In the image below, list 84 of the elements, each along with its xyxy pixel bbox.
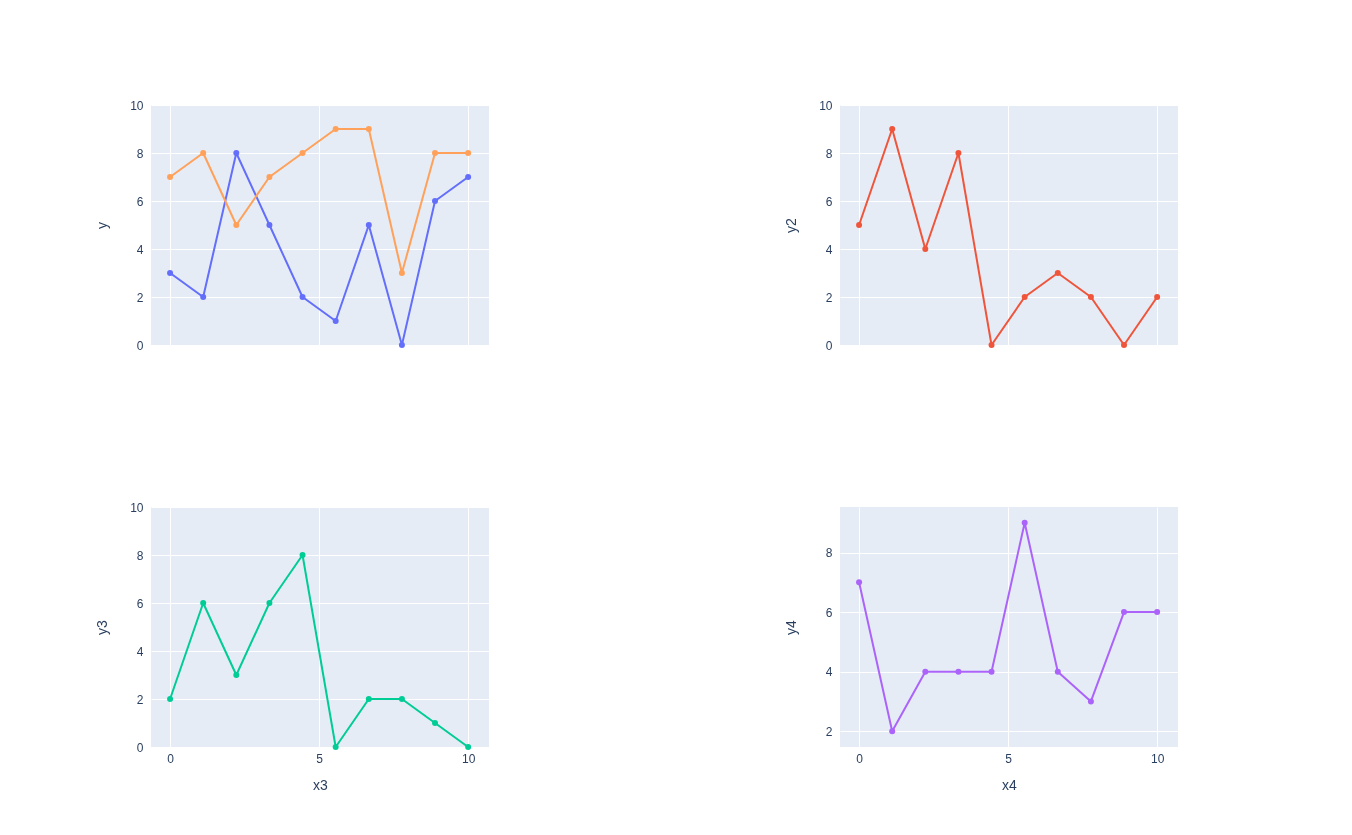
point	[167, 174, 174, 180]
point	[889, 728, 896, 735]
point	[1021, 294, 1028, 300]
y-tick-label: 4	[136, 644, 144, 659]
point	[299, 552, 306, 558]
point	[889, 126, 896, 132]
y-tick-label: 6	[136, 194, 144, 209]
point	[266, 222, 273, 228]
point	[167, 270, 174, 276]
point	[365, 222, 372, 228]
point	[955, 150, 962, 156]
point	[398, 696, 405, 702]
y-tick-label: 10	[130, 98, 144, 113]
y-tick-label: 0	[136, 740, 144, 755]
y-tick-label: 2	[825, 724, 833, 739]
point	[233, 672, 240, 678]
y-tick-label: 4	[136, 242, 144, 257]
point	[167, 696, 174, 702]
point	[432, 150, 439, 156]
point	[200, 150, 207, 156]
y-tick-label: 4	[825, 665, 833, 680]
y-tick-label: 8	[136, 146, 144, 161]
point	[856, 222, 863, 228]
y-tick-label: 6	[136, 596, 144, 611]
point	[1054, 668, 1061, 675]
y-tick-label: 6	[825, 605, 833, 620]
point	[266, 600, 273, 606]
y-tick-label: 2	[825, 290, 833, 305]
point	[922, 668, 929, 675]
point	[1154, 609, 1161, 616]
point	[299, 294, 306, 300]
point	[922, 246, 929, 252]
point	[332, 318, 339, 324]
point	[465, 150, 472, 156]
point	[233, 222, 240, 228]
y-axis-title: y	[93, 222, 110, 229]
x-tick-label: 10	[1150, 751, 1165, 766]
y-tick-label: 2	[136, 692, 144, 707]
point	[1154, 294, 1161, 300]
point	[332, 744, 339, 750]
point	[365, 696, 372, 702]
point	[365, 126, 372, 132]
y-tick-label: 4	[825, 242, 833, 257]
point	[398, 270, 405, 276]
x-tick-label: 10	[461, 751, 476, 766]
y-tick-label: 10	[819, 98, 833, 113]
point	[332, 126, 339, 132]
y-tick-label: 10	[130, 500, 144, 515]
point	[1087, 698, 1094, 705]
point	[233, 150, 240, 156]
y-tick-label: 8	[825, 546, 833, 561]
point	[200, 600, 207, 606]
y-tick-label: 8	[825, 146, 833, 161]
x-tick-label: 0	[167, 751, 175, 766]
point	[988, 342, 995, 348]
x-tick-label: 5	[316, 751, 324, 766]
y-tick-label: 6	[825, 194, 833, 209]
point	[200, 294, 207, 300]
y-axis-title: y2	[782, 217, 799, 233]
y-axis-title: y3	[93, 619, 110, 635]
x-axis-title: x4	[1002, 776, 1018, 793]
point	[465, 744, 472, 750]
x-axis-title: x3	[313, 776, 329, 793]
y-tick-label: 0	[825, 338, 833, 353]
point	[398, 342, 405, 348]
x-tick-label: 0	[856, 751, 864, 766]
y-tick-label: 0	[136, 338, 144, 353]
y-axis-title: y4	[782, 619, 799, 635]
point	[432, 720, 439, 726]
point	[299, 150, 306, 156]
point	[432, 198, 439, 204]
point	[1054, 270, 1061, 276]
point	[856, 579, 863, 586]
y-tick-label: 8	[136, 548, 144, 563]
point	[1121, 609, 1128, 616]
point	[266, 174, 273, 180]
point	[955, 668, 962, 675]
x-tick-label: 5	[1005, 751, 1013, 766]
y-tick-label: 2	[136, 290, 144, 305]
point	[465, 174, 472, 180]
point	[1121, 342, 1128, 348]
point	[988, 668, 995, 675]
point	[1021, 519, 1028, 526]
point	[1087, 294, 1094, 300]
